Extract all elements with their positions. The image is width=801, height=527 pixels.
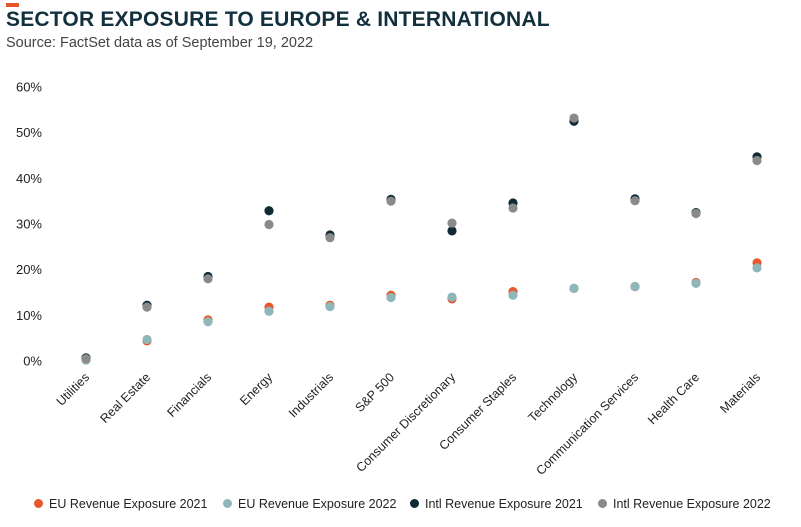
data-point: [447, 218, 457, 228]
legend-marker: [598, 499, 607, 508]
data-point: [447, 292, 457, 302]
y-tick-label: 60%: [16, 80, 42, 95]
legend-item: Intl Revenue Exposure 2021: [410, 497, 583, 511]
y-tick-label: 10%: [16, 308, 42, 323]
data-point: [142, 334, 152, 345]
legend-item: Intl Revenue Exposure 2022: [598, 497, 771, 511]
data-point: [203, 274, 213, 284]
data-point: [508, 203, 518, 213]
x-tick-label: Consumer Discretionary: [353, 370, 458, 475]
chart-legend: EU Revenue Exposure 2021 EU Revenue Expos…: [0, 497, 801, 517]
x-tick-label: S&P 500: [352, 370, 397, 415]
data-point: [264, 306, 274, 316]
x-tick-label: Real Estate: [98, 370, 154, 426]
legend-item: EU Revenue Exposure 2022: [223, 497, 396, 511]
legend-label: EU Revenue Exposure 2021: [49, 497, 208, 511]
data-point: [691, 278, 701, 288]
data-point: [203, 317, 213, 327]
data-point: [325, 302, 335, 312]
data-point: [508, 290, 518, 300]
data-point: [325, 233, 335, 243]
data-point: [630, 281, 640, 292]
data-point: [569, 283, 579, 293]
data-point: [752, 263, 762, 273]
x-tick-label: Health Care: [645, 370, 702, 427]
legend-label: EU Revenue Exposure 2022: [238, 497, 397, 511]
data-point: [386, 292, 396, 303]
data-point: [264, 219, 274, 230]
x-tick-label: Energy: [237, 370, 275, 408]
x-tick-label: Financials: [164, 370, 214, 420]
data-point: [264, 206, 274, 216]
legend-item: EU Revenue Exposure 2021: [34, 497, 207, 511]
data-point: [81, 354, 91, 364]
y-tick-label: 0%: [23, 354, 42, 369]
legend-marker: [223, 499, 232, 508]
x-tick-label: Materials: [717, 370, 763, 416]
data-point: [447, 226, 457, 236]
data-point: [142, 302, 152, 312]
x-tick-label: Utilities: [54, 370, 92, 408]
data-point: [386, 196, 396, 206]
y-tick-label: 20%: [16, 262, 42, 277]
legend-marker: [34, 499, 43, 508]
accent-bar: [6, 3, 19, 7]
x-tick-label: Industrials: [286, 370, 336, 420]
chart-title: SECTOR EXPOSURE TO EUROPE & INTERNATIONA…: [6, 8, 550, 31]
x-tick-label: Communication Services: [533, 370, 641, 478]
data-point: [569, 113, 579, 123]
y-tick-label: 30%: [16, 217, 42, 232]
y-tick-label: 40%: [16, 171, 42, 186]
data-point: [630, 196, 640, 206]
chart-subtitle: Source: FactSet data as of September 19,…: [6, 35, 314, 51]
x-tick-label: Technology: [525, 370, 580, 425]
data-point: [752, 155, 762, 166]
legend-label: Intl Revenue Exposure 2022: [613, 497, 771, 511]
legend-marker: [410, 499, 419, 508]
y-tick-label: 50%: [16, 125, 42, 140]
scatter-chart: 0% 10% 20% 30% 40% 50% 60% Utilities Real Estate…: [16, 80, 763, 478]
data-point: [691, 208, 701, 219]
legend-label: Intl Revenue Exposure 2021: [425, 497, 583, 511]
